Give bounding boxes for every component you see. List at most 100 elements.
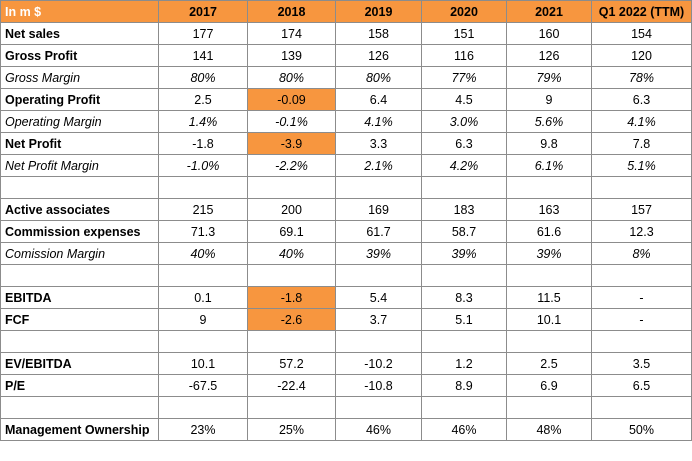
cell: 6.3 bbox=[421, 132, 507, 155]
empty-cell bbox=[506, 176, 592, 199]
data-row: Net Profit -1.8 -3.9 3.3 6.3 9.8 7.8 bbox=[0, 132, 692, 155]
data-row: Gross Profit 141 139 126 116 126 120 bbox=[0, 44, 692, 67]
cell: 57.2 bbox=[247, 352, 336, 375]
cell: 11.5 bbox=[506, 286, 592, 309]
cell: 126 bbox=[506, 44, 592, 67]
cell: 7.8 bbox=[591, 132, 692, 155]
cell: -3.9 bbox=[247, 132, 336, 155]
row-label: Net Profit Margin bbox=[0, 154, 159, 177]
empty-cell bbox=[506, 330, 592, 353]
data-row: P/E -67.5 -22.4 -10.8 8.9 6.9 6.5 bbox=[0, 374, 692, 397]
spacer-row bbox=[0, 396, 692, 419]
row-label: Active associates bbox=[0, 198, 159, 221]
cell: 80% bbox=[158, 66, 248, 89]
empty-cell bbox=[247, 396, 336, 419]
empty-cell bbox=[335, 264, 422, 287]
data-row: Commission expenses 71.3 69.1 61.7 58.7 61.6 1… bbox=[0, 220, 692, 243]
cell: 58.7 bbox=[421, 220, 507, 243]
empty-cell bbox=[247, 176, 336, 199]
empty-cell bbox=[158, 176, 248, 199]
empty-cell bbox=[506, 264, 592, 287]
data-row: Gross Margin 80% 80% 80% 77% 79% 78% bbox=[0, 66, 692, 89]
cell: 8.9 bbox=[421, 374, 507, 397]
empty-cell bbox=[335, 176, 422, 199]
cell: 61.6 bbox=[506, 220, 592, 243]
empty-cell bbox=[591, 330, 692, 353]
cell: 39% bbox=[421, 242, 507, 265]
row-label: Operating Profit bbox=[0, 88, 159, 111]
cell: 79% bbox=[506, 66, 592, 89]
cell: 200 bbox=[247, 198, 336, 221]
cell: -1.8 bbox=[158, 132, 248, 155]
data-row: Net sales 177 174 158 151 160 154 bbox=[0, 22, 692, 45]
cell: 183 bbox=[421, 198, 507, 221]
cell: 116 bbox=[421, 44, 507, 67]
cell: 61.7 bbox=[335, 220, 422, 243]
cell: -0.09 bbox=[247, 88, 336, 111]
cell: -67.5 bbox=[158, 374, 248, 397]
data-row: Comission Margin 40% 40% 39% 39% 39% 8% bbox=[0, 242, 692, 265]
data-row: Operating Margin 1.4% -0.1% 4.1% 3.0% 5.6% 4.1… bbox=[0, 110, 692, 133]
row-label: P/E bbox=[0, 374, 159, 397]
cell: 46% bbox=[421, 418, 507, 441]
header-cell: 2021 bbox=[506, 0, 592, 23]
cell: 6.4 bbox=[335, 88, 422, 111]
cell: 163 bbox=[506, 198, 592, 221]
cell: 5.6% bbox=[506, 110, 592, 133]
cell: 1.4% bbox=[158, 110, 248, 133]
cell: 25% bbox=[247, 418, 336, 441]
empty-cell bbox=[158, 330, 248, 353]
row-label: Comission Margin bbox=[0, 242, 159, 265]
empty-cell bbox=[506, 396, 592, 419]
empty-cell bbox=[421, 264, 507, 287]
cell: -0.1% bbox=[247, 110, 336, 133]
empty-cell bbox=[335, 330, 422, 353]
cell: 5.1 bbox=[421, 308, 507, 331]
spacer-row bbox=[0, 176, 692, 199]
cell: 4.2% bbox=[421, 154, 507, 177]
cell: 158 bbox=[335, 22, 422, 45]
cell: 1.2 bbox=[421, 352, 507, 375]
empty-cell bbox=[421, 176, 507, 199]
cell: -1.8 bbox=[247, 286, 336, 309]
cell: 80% bbox=[335, 66, 422, 89]
cell: 3.3 bbox=[335, 132, 422, 155]
cell: 8% bbox=[591, 242, 692, 265]
row-label: EV/EBITDA bbox=[0, 352, 159, 375]
empty-cell bbox=[0, 264, 159, 287]
header-cell: 2018 bbox=[247, 0, 336, 23]
row-label: Gross Margin bbox=[0, 66, 159, 89]
empty-cell bbox=[247, 264, 336, 287]
cell: 71.3 bbox=[158, 220, 248, 243]
empty-cell bbox=[0, 176, 159, 199]
data-row: Net Profit Margin -1.0% -2.2% 2.1% 4.2% 6.1% 5… bbox=[0, 154, 692, 177]
cell: 9 bbox=[158, 308, 248, 331]
cell: 77% bbox=[421, 66, 507, 89]
empty-cell bbox=[591, 264, 692, 287]
cell: 12.3 bbox=[591, 220, 692, 243]
cell: 4.1% bbox=[335, 110, 422, 133]
cell: 3.0% bbox=[421, 110, 507, 133]
data-row: FCF 9 -2.6 3.7 5.1 10.1- bbox=[0, 308, 692, 331]
cell: 23% bbox=[158, 418, 248, 441]
cell: 174 bbox=[247, 22, 336, 45]
header-cell: 2017 bbox=[158, 0, 248, 23]
data-row: Management Ownership 23% 25% 46% 46% 48% 50% bbox=[0, 418, 692, 441]
row-label: Net sales bbox=[0, 22, 159, 45]
header-cell: In m $ bbox=[0, 0, 159, 23]
cell: - bbox=[591, 308, 692, 331]
cell: 78% bbox=[591, 66, 692, 89]
cell: 50% bbox=[591, 418, 692, 441]
empty-cell bbox=[158, 396, 248, 419]
cell: 126 bbox=[335, 44, 422, 67]
empty-cell bbox=[335, 396, 422, 419]
financial-table: In m $2017 2018 2019 2020 2021 Q1 2022 (TTM) … bbox=[0, 0, 692, 441]
cell: 4.5 bbox=[421, 88, 507, 111]
row-label: Commission expenses bbox=[0, 220, 159, 243]
cell: 6.5 bbox=[591, 374, 692, 397]
cell: 9 bbox=[506, 88, 592, 111]
empty-cell bbox=[591, 396, 692, 419]
cell: -22.4 bbox=[247, 374, 336, 397]
cell: 2.1% bbox=[335, 154, 422, 177]
row-label: Management Ownership bbox=[0, 418, 159, 441]
